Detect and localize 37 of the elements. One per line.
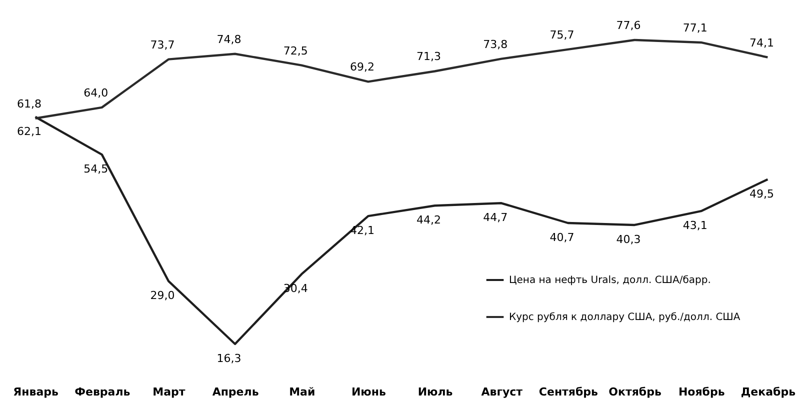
data-label: 64,0 bbox=[84, 86, 108, 100]
x-tick-label: Октябрь bbox=[608, 386, 662, 398]
x-tick-label: Ноябрь bbox=[678, 386, 725, 398]
x-tick-label: Март bbox=[152, 386, 186, 398]
data-label: 16,3 bbox=[216, 352, 242, 365]
data-label: 61,8 bbox=[17, 97, 42, 110]
data-label: 44,7 bbox=[483, 211, 508, 224]
x-tick-label: Май bbox=[289, 386, 316, 398]
data-label: 72,5 bbox=[283, 44, 308, 58]
data-label: 74,8 bbox=[216, 32, 242, 46]
data-label: 71,3 bbox=[416, 50, 442, 64]
data-label: 77,1 bbox=[682, 21, 708, 34]
data-label: 77,6 bbox=[616, 19, 641, 32]
x-tick-label: Апрель bbox=[212, 386, 259, 398]
x-tick-label: Август bbox=[481, 386, 524, 398]
x-tick-label: Январь bbox=[13, 386, 58, 398]
data-label: 73,7 bbox=[150, 38, 175, 52]
data-label: 75,7 bbox=[550, 28, 574, 42]
x-tick-label: Декабрь bbox=[740, 386, 796, 398]
data-label: 62,1 bbox=[17, 124, 42, 138]
legend-label: Курс рубля к доллару США, руб./долл. США bbox=[509, 312, 740, 323]
data-label: 40,7 bbox=[550, 230, 574, 244]
data-label: 69,2 bbox=[350, 60, 374, 74]
data-label: 40,3 bbox=[616, 232, 641, 246]
data-label: 74,1 bbox=[749, 36, 774, 50]
data-label: 43,1 bbox=[682, 219, 708, 232]
data-label: 29,0 bbox=[150, 289, 175, 302]
data-label: 42,1 bbox=[350, 224, 374, 238]
data-label: 49,5 bbox=[749, 187, 774, 200]
legend-label: Цена на нефть Urals, долл. США/барр. bbox=[509, 275, 711, 286]
x-tick-label: Февраль bbox=[74, 386, 130, 398]
data-label: 54,5 bbox=[84, 162, 108, 176]
x-tick-label: Июль bbox=[418, 386, 453, 398]
x-tick-label: Сентябрь bbox=[538, 386, 598, 398]
x-tick-label: Июнь bbox=[351, 386, 386, 398]
data-label: 73,8 bbox=[483, 38, 508, 51]
data-label: 44,2 bbox=[416, 214, 442, 227]
